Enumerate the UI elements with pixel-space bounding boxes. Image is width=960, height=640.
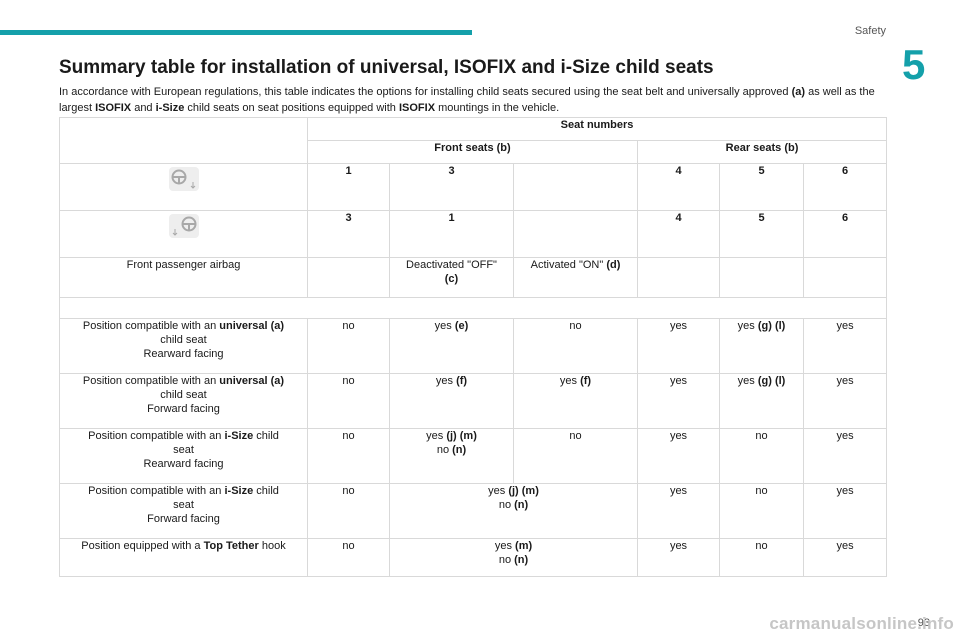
table-cell: 5	[719, 210, 804, 258]
table-cell	[719, 257, 804, 298]
table-cell: yes	[802, 428, 888, 484]
table-cell: no	[307, 318, 390, 374]
table-cell: 6	[802, 210, 888, 258]
table-cell: yes (j) (m) no (n)	[389, 483, 638, 539]
table-cell	[59, 210, 308, 258]
page-title: Summary table for installation of univer…	[59, 57, 714, 78]
seat-numbers-header: Seat numbers	[306, 117, 888, 141]
table-row: Position compatible with an i-Size child…	[59, 428, 888, 484]
page-number: 93	[917, 617, 930, 629]
table-cell: no	[513, 428, 638, 484]
table-cell: 3	[307, 210, 390, 258]
front-seats-header: Front seats (b)	[307, 140, 638, 164]
table-cell: yes	[802, 373, 888, 429]
table-cell: no	[307, 483, 390, 539]
row-label: Position equipped with a Top Tether hook	[59, 538, 308, 577]
table-row: 3 1 4 5 6	[59, 210, 888, 258]
rear-seats-header: Rear seats (b)	[636, 140, 888, 164]
table-cell: yes	[637, 483, 720, 539]
table-cell: 3	[389, 163, 514, 211]
intro-paragraph: In accordance with European regulations,…	[59, 86, 875, 114]
table-row: Position compatible with an i-Size child…	[59, 483, 888, 539]
table-cell: yes (f)	[389, 373, 514, 429]
table-row	[58, 297, 888, 319]
table-cell: yes	[802, 538, 888, 577]
table-cell: yes (g) (l)	[719, 318, 804, 374]
table-cell: no	[307, 538, 390, 577]
table-cell: 5	[719, 163, 804, 211]
spacer-cell	[58, 297, 888, 319]
table-cell	[59, 117, 308, 164]
table-row: Position compatible with an universal (a…	[59, 373, 888, 429]
table-cell: 1	[389, 210, 514, 258]
table-row: Front passenger airbag Deactivated "OFF"…	[59, 257, 888, 298]
table-cell	[59, 163, 308, 211]
table-cell: yes	[637, 538, 720, 577]
table-cell: yes	[637, 373, 720, 429]
table-cell: no	[719, 483, 804, 539]
table-cell: 4	[637, 163, 720, 211]
airbag-label: Front passenger airbag	[59, 257, 308, 298]
table-cell	[637, 257, 720, 298]
row-label: Position compatible with an i-Size child…	[59, 483, 308, 539]
table-cell: no	[307, 373, 390, 429]
table-cell: yes (f)	[513, 373, 638, 429]
airbag-on-cell: Activated "ON" (d)	[513, 257, 638, 298]
table-row: Position compatible with an universal (a…	[59, 318, 888, 374]
table-cell: no	[719, 538, 804, 577]
table-cell: yes	[802, 318, 888, 374]
row-label: Position compatible with an i-Size child…	[59, 428, 308, 484]
table-row: Front seats (b) Rear seats (b)	[60, 140, 888, 164]
table-cell: yes (m) no (n)	[389, 538, 638, 577]
table-cell: yes (g) (l)	[719, 373, 804, 429]
left-hand-drive-steering-wheel-icon	[168, 167, 199, 191]
table-cell: yes	[637, 428, 720, 484]
child-seat-summary-table: Seat numbers Front seats (b) Rear seats …	[58, 117, 888, 577]
watermark: carmanualsonline.info	[769, 614, 954, 633]
table-row: Seat numbers	[59, 117, 888, 164]
row-label: Position compatible with an universal (a…	[59, 318, 308, 374]
table-cell: yes (e)	[389, 318, 514, 374]
table-cell: 6	[802, 163, 888, 211]
table-row: 1 3 4 5 6	[59, 163, 888, 211]
table-cell: yes	[802, 483, 888, 539]
table-cell: no	[307, 428, 390, 484]
table-cell	[307, 257, 390, 298]
table-cell: yes (j) (m) no (n)	[389, 428, 514, 484]
table-cell: 1	[307, 163, 390, 211]
table-cell: no	[719, 428, 804, 484]
table-cell	[802, 257, 888, 298]
table-cell: 4	[637, 210, 720, 258]
section-name: Safety	[854, 25, 886, 37]
table-cell: yes	[637, 318, 720, 374]
table-cell	[513, 163, 638, 211]
airbag-off-cell: Deactivated "OFF" (c)	[389, 257, 514, 298]
header-accent-bar	[0, 30, 472, 35]
table-row: Position equipped with a Top Tether hook…	[59, 538, 888, 577]
table-cell: no	[513, 318, 638, 374]
table-cell	[513, 210, 638, 258]
right-hand-drive-steering-wheel-icon	[168, 214, 199, 238]
chapter-number: 5	[902, 41, 926, 88]
row-label: Position compatible with an universal (a…	[59, 373, 308, 429]
